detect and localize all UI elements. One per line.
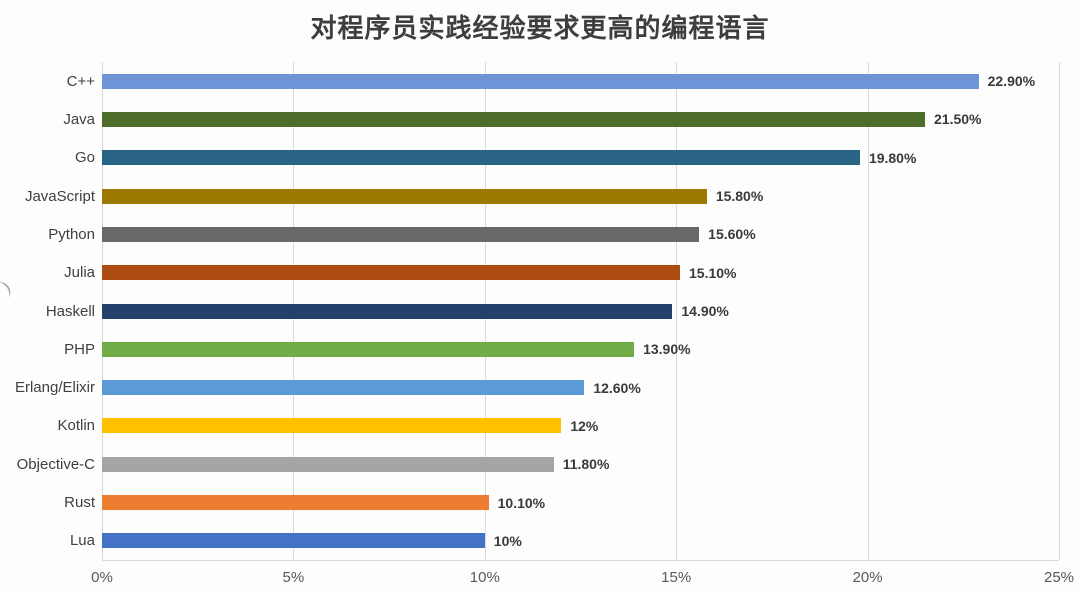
value-label: 11.80% <box>562 456 610 473</box>
bar-row: 12% <box>102 407 1059 445</box>
chart-title: 对程序员实践经验要求更高的编程语言 <box>310 13 770 43</box>
category-label: Haskell <box>45 302 95 320</box>
bar-row: 10% <box>102 522 1059 560</box>
bar-row: 15.80% <box>102 177 1059 215</box>
bar <box>102 111 926 127</box>
bar <box>102 380 585 396</box>
bar-row: 14.90% <box>102 292 1059 330</box>
category-label: PHP <box>64 340 95 358</box>
bar-rows: 22.90% 21.50% 19.80% 15.80% 15.60% 15.10% 14.9… <box>102 62 1059 560</box>
bar <box>102 418 562 434</box>
plot-area: 22.90% 21.50% 19.80% 15.80% 15.60% 15.10% 14.9… <box>102 62 1060 561</box>
bar-row: 19.80% <box>102 139 1059 177</box>
bar <box>102 226 700 242</box>
value-label: 10.10% <box>497 494 546 511</box>
value-label: 15.10% <box>689 264 737 281</box>
x-axis: 0% 5% 10% 15% 20% 25% <box>91 561 1074 591</box>
gridline <box>676 62 678 560</box>
category-label: Objective-C <box>16 455 95 473</box>
bar-row: 15.10% <box>102 254 1059 292</box>
x-tick-label: 25% <box>1043 569 1075 586</box>
value-label: 12% <box>570 417 599 434</box>
x-tick-label: 20% <box>852 569 883 586</box>
category-label: Lua <box>69 532 95 550</box>
bar <box>102 456 554 472</box>
value-label: 21.50% <box>934 111 982 128</box>
x-tick-label: 5% <box>282 569 305 586</box>
gridline <box>867 62 869 560</box>
bar <box>102 495 489 511</box>
category-label: Go <box>74 149 95 167</box>
value-label: 22.90% <box>987 73 1036 90</box>
x-tick-label: 15% <box>661 569 692 586</box>
value-label: 12.60% <box>593 379 641 396</box>
bar <box>102 265 681 281</box>
bar-row: 12.60% <box>102 369 1059 407</box>
x-tick-label: 0% <box>91 569 113 586</box>
category-label: Java <box>63 110 95 128</box>
category-label: Python <box>48 225 95 243</box>
bar-row: 15.60% <box>102 215 1059 253</box>
category-label: C++ <box>66 72 95 90</box>
bar-row: 22.90% <box>102 62 1059 100</box>
value-label: 14.90% <box>681 303 729 320</box>
bar <box>102 188 707 204</box>
value-label: 19.80% <box>868 149 917 166</box>
bar <box>102 533 485 549</box>
category-axis: C++ Java Go JavaScript Python Julia Haskell PHP… <box>0 62 95 560</box>
category-label: JavaScript <box>24 187 95 205</box>
value-label: 10% <box>493 532 522 549</box>
bar <box>102 73 979 89</box>
value-label: 15.60% <box>708 226 756 243</box>
bar <box>102 341 635 357</box>
bar-row: 21.50% <box>102 100 1059 138</box>
gridline <box>1059 62 1060 560</box>
bar-row: 13.90% <box>102 330 1059 368</box>
value-label: 15.80% <box>715 188 764 205</box>
category-label: Rust <box>64 494 95 512</box>
bar-row: 10.10% <box>102 483 1059 521</box>
value-label: 13.90% <box>643 341 691 358</box>
bar <box>102 303 673 319</box>
bar <box>102 150 860 166</box>
category-label: Kotlin <box>57 417 95 435</box>
category-label: Julia <box>64 264 95 282</box>
x-tick-label: 10% <box>469 569 500 586</box>
category-label: Erlang/Elixir <box>14 379 95 397</box>
bar-row: 11.80% <box>102 445 1059 483</box>
